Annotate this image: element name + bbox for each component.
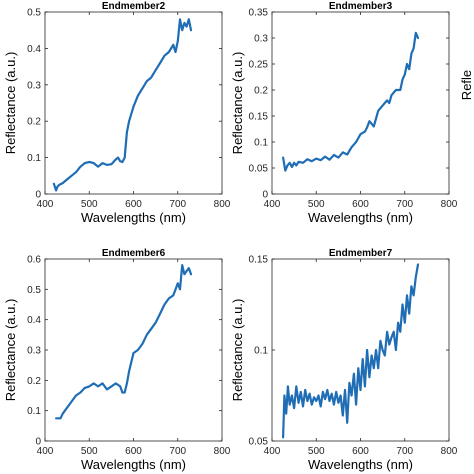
x-tick-label: 700 (169, 446, 186, 457)
y-tick-label: 0.2 (27, 117, 41, 128)
x-axis-label: Wavelengths (nm) (308, 210, 413, 225)
x-tick-label: 600 (352, 199, 369, 210)
y-tick-label: 0.3 (27, 346, 41, 357)
x-tick-label: 800 (441, 199, 458, 210)
plot-area (271, 11, 450, 195)
y-tick-label: 0.3 (254, 34, 268, 45)
y-tick-label: 0.25 (249, 60, 269, 71)
chart-panel-1: Endmember2 400 500 600 700 800 0 0.1 0.2 0.3 0.4 0.… (3, 1, 231, 225)
y-tick-label: 0 (35, 437, 41, 448)
x-tick-label: 700 (396, 199, 413, 210)
series-line (282, 263, 420, 439)
y-axis-label: Reflectance (a.u.) (230, 299, 245, 402)
x-tick-label: 700 (169, 199, 186, 210)
chart-panel-4: Endmember7 400 500 600 700 800 0.05 0.1 0.15 Wave… (230, 248, 458, 472)
y-tick-label: 0.4 (27, 44, 41, 55)
y-tick-label: 0.05 (249, 164, 269, 175)
x-tick-label: 500 (81, 199, 98, 210)
y-tick-label: 0.3 (27, 80, 41, 91)
series-line (54, 264, 193, 420)
y-tick-label: 0.1 (27, 153, 41, 164)
y-tick-label: 0.4 (27, 315, 41, 326)
y-axis-label: Reflectance (a.u.) (3, 299, 18, 402)
cropped-axis-label: Refle (459, 70, 474, 100)
y-axis-label: Reflectance (a.u.) (3, 52, 18, 155)
y-tick-label: 0.1 (254, 346, 268, 357)
chart-title: Endmember7 (329, 248, 393, 259)
x-tick-label: 400 (37, 199, 54, 210)
x-tick-label: 400 (37, 446, 54, 457)
x-tick-label: 600 (125, 199, 142, 210)
x-axis-label: Wavelengths (nm) (81, 457, 186, 472)
x-tick-label: 500 (308, 446, 325, 457)
y-tick-label: 0 (262, 190, 268, 201)
y-tick-label: 0.15 (249, 112, 269, 123)
x-tick-label: 600 (352, 446, 369, 457)
y-tick-label: 0 (35, 190, 41, 201)
y-tick-label: 0.2 (27, 376, 41, 387)
plot-area (44, 258, 223, 442)
x-axis-label: Wavelengths (nm) (308, 457, 413, 472)
x-tick-label: 800 (441, 446, 458, 457)
y-tick-label: 0.1 (27, 406, 41, 417)
y-tick-label: 0.15 (249, 255, 269, 266)
x-tick-label: 800 (214, 199, 231, 210)
plot-area (271, 258, 450, 442)
chart-title: Endmember2 (102, 1, 166, 12)
x-tick-label: 500 (81, 446, 98, 457)
y-tick-label: 0.5 (27, 8, 41, 19)
x-tick-label: 600 (125, 446, 142, 457)
chart-title: Endmember6 (102, 248, 166, 259)
x-tick-label: 700 (396, 446, 413, 457)
series-line (52, 18, 193, 192)
x-tick-label: 400 (264, 199, 281, 210)
x-tick-label: 500 (308, 199, 325, 210)
y-tick-label: 0.1 (254, 138, 268, 149)
chart-panel-2: Endmember3 400 500 600 700 800 0 0.05 0.1 0.15 0.2… (230, 1, 458, 225)
x-axis-label: Wavelengths (nm) (81, 210, 186, 225)
y-tick-label: 0.05 (249, 437, 269, 448)
y-tick-label: 0.6 (27, 255, 41, 266)
chart-panel-3: Endmember6 400 500 600 700 800 0 0.1 0.2 0.3 0.4 0.… (3, 248, 231, 472)
plot-area (44, 11, 223, 195)
x-tick-label: 400 (264, 446, 281, 457)
x-tick-label: 800 (214, 446, 231, 457)
y-tick-label: 0.5 (27, 285, 41, 296)
y-axis-label: Reflectance (a.u.) (230, 52, 245, 155)
y-tick-label: 0.2 (254, 86, 268, 97)
series-line (282, 31, 420, 172)
chart-title: Endmember3 (329, 1, 393, 12)
y-tick-label: 0.35 (249, 8, 269, 19)
